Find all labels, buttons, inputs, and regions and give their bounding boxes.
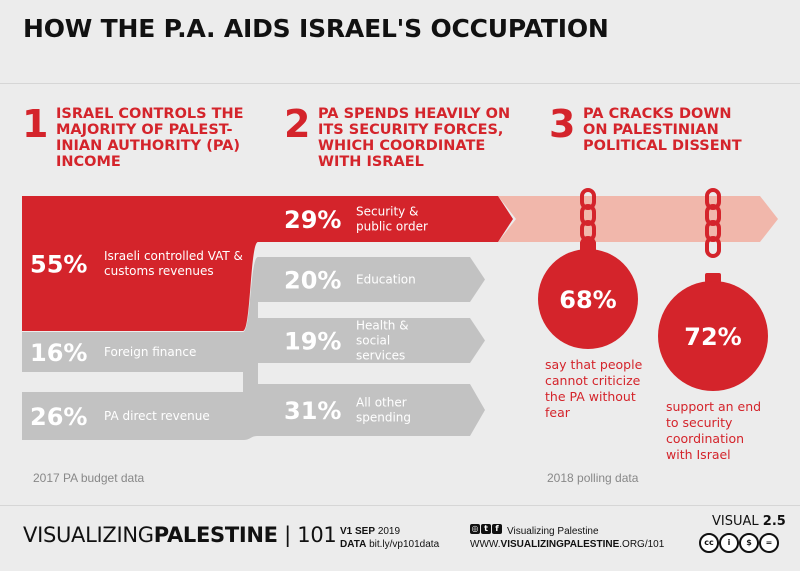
poll-caption: with Israel: [666, 447, 731, 462]
income-percent-label: 16%: [30, 339, 87, 367]
version-year: 2019: [377, 526, 401, 537]
poll-caption: say that people: [545, 357, 643, 372]
poll-percent-label: 68%: [559, 286, 616, 314]
spending-percent-label: 29%: [284, 206, 341, 234]
income-bar: [22, 392, 243, 440]
ball-shackle: [705, 273, 721, 283]
url-light: WWW.: [470, 539, 501, 550]
spending-percent-label: 19%: [284, 328, 341, 356]
poll-caption: fear: [545, 405, 571, 420]
social-name: Visualizing Palestine: [507, 526, 599, 537]
poll-ball: [658, 281, 768, 391]
section-number: 3: [549, 102, 576, 146]
section-number: 2: [284, 102, 311, 146]
data-source: DATA bit.ly/vp101data: [340, 539, 439, 550]
spending-bar: [258, 257, 485, 302]
website-url[interactable]: WWW.VISUALIZINGPALESTINE.ORG/101: [470, 539, 664, 550]
income-bar: [22, 196, 243, 331]
brand-bold: PALESTINE: [153, 523, 278, 547]
poll-caption: the PA without: [545, 389, 636, 404]
noncommercial-icon: $: [739, 533, 759, 553]
brand-separator: |: [284, 523, 291, 547]
polling-source-note: 2018 polling data: [547, 471, 639, 485]
chain-link: [705, 236, 721, 258]
instagram-icon[interactable]: ◎: [470, 524, 480, 534]
income-category-label: Israeli controlled VAT &: [104, 249, 243, 263]
spending-category-label: Education: [356, 273, 416, 287]
visual-number: 2.5: [762, 514, 786, 529]
spending-bar: [258, 384, 485, 436]
ball-shackle: [580, 241, 596, 251]
spending-category-label: All other: [356, 396, 407, 410]
spending-category-label: social: [356, 334, 390, 348]
section-text: ISRAEL CONTROLS THE MAJORITY OF PALEST- …: [56, 106, 244, 170]
polling-flow-band: [498, 196, 778, 242]
poll-caption: coordination: [666, 431, 744, 446]
twitter-icon[interactable]: t: [481, 524, 491, 534]
income-category-label: Foreign finance: [104, 345, 196, 359]
spending-category-label: services: [356, 349, 405, 363]
spending-category-label: public order: [356, 220, 428, 234]
spending-bar: [258, 318, 485, 363]
poll-caption: to security: [666, 415, 733, 430]
section-text: PA SPENDS HEAVILY ON ITS SECURITY FORCES…: [318, 106, 511, 170]
visual-level: VISUAL 2.5: [712, 514, 786, 529]
facebook-icon[interactable]: f: [492, 524, 502, 534]
spending-category-label: Health &: [356, 319, 409, 333]
brand-number: 101: [297, 523, 337, 547]
spending-bar: [258, 196, 513, 242]
poll-caption: support an end: [666, 399, 761, 414]
social-icons: ◎ t f: [470, 524, 502, 534]
version-label: V1: [340, 526, 353, 537]
page-title: HOW THE P.A. AIDS ISRAEL'S OCCUPATION: [23, 14, 609, 43]
top-divider: [0, 83, 800, 84]
attribution-icon: i: [719, 533, 739, 553]
income-percent-label: 55%: [30, 251, 87, 279]
cc-icon: cc: [699, 533, 719, 553]
version-info: V1 SEP 2019: [340, 526, 400, 537]
brand-logo: VISUALIZINGPALESTINE | 101: [23, 523, 337, 547]
data-label: DATA: [340, 539, 367, 550]
visual-label: VISUAL: [712, 514, 759, 529]
section-text: PA CRACKS DOWN ON PALESTINIAN POLITICAL …: [583, 106, 742, 154]
section-number: 1: [22, 102, 49, 146]
poll-ball: [538, 249, 638, 349]
income-category-label: PA direct revenue: [104, 409, 210, 423]
income-percent-label: 26%: [30, 403, 87, 431]
poll-percent-label: 72%: [684, 323, 741, 351]
spending-percent-label: 31%: [284, 397, 341, 425]
spending-category-label: Security &: [356, 205, 418, 219]
version-date: SEP: [355, 526, 376, 537]
brand-light: VISUALIZING: [23, 523, 154, 547]
spending-percent-label: 20%: [284, 267, 341, 295]
income-to-spending-connector: [243, 257, 258, 440]
income-bar: [22, 332, 243, 372]
noderivatives-icon: =: [759, 533, 779, 553]
budget-source-note: 2017 PA budget data: [33, 471, 145, 485]
data-link: bit.ly/vp101data: [369, 539, 440, 550]
poll-caption: cannot criticize: [545, 373, 641, 388]
url-tail: .ORG/101: [619, 539, 665, 550]
spending-category-label: spending: [356, 411, 411, 425]
income-category-label: customs revenues: [104, 264, 214, 278]
income-to-spending-connector: [243, 196, 258, 331]
url-bold: VISUALIZINGPALESTINE: [500, 539, 620, 550]
bottom-divider: [0, 505, 800, 506]
